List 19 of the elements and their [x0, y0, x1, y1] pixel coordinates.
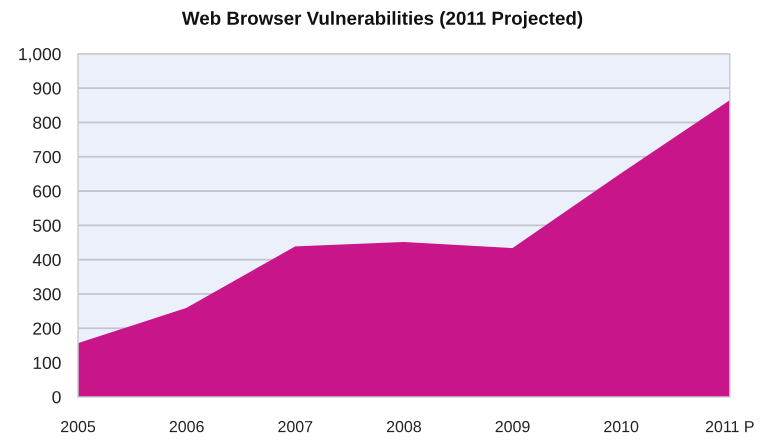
y-tick-label: 300 [33, 288, 61, 300]
x-tick-label: 2010 [604, 420, 638, 432]
y-tick-label: 700 [33, 150, 61, 164]
y-tick-label: 100 [34, 356, 61, 370]
y-tick-label: 800 [33, 116, 61, 129]
y-tick-label: 0 [52, 391, 61, 404]
x-tick-label: 2009 [496, 420, 530, 432]
x-tick-label: 2006 [170, 420, 204, 432]
y-tick-label: 600 [33, 185, 61, 198]
y-tick-label: 1,000 [19, 48, 61, 62]
x-tick-label: 2011 P [706, 420, 754, 432]
x-tick-label: 2005 [61, 420, 96, 432]
x-tick-label: 2007 [278, 420, 312, 432]
chart-title: Web Browser Vulnerabilities (2011 Projected) [182, 11, 582, 29]
y-tick-label: 900 [33, 82, 61, 95]
y-tick-label: 500 [33, 220, 61, 232]
x-tick-label: 2008 [386, 420, 421, 432]
y-tick-label: 200 [33, 322, 61, 335]
y-tick-label: 400 [32, 254, 61, 266]
